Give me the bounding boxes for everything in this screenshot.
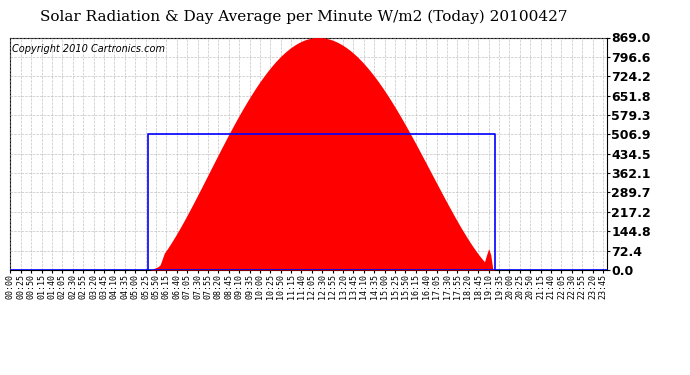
Text: Copyright 2010 Cartronics.com: Copyright 2010 Cartronics.com	[12, 45, 165, 54]
Text: Solar Radiation & Day Average per Minute W/m2 (Today) 20100427: Solar Radiation & Day Average per Minute…	[40, 9, 567, 24]
